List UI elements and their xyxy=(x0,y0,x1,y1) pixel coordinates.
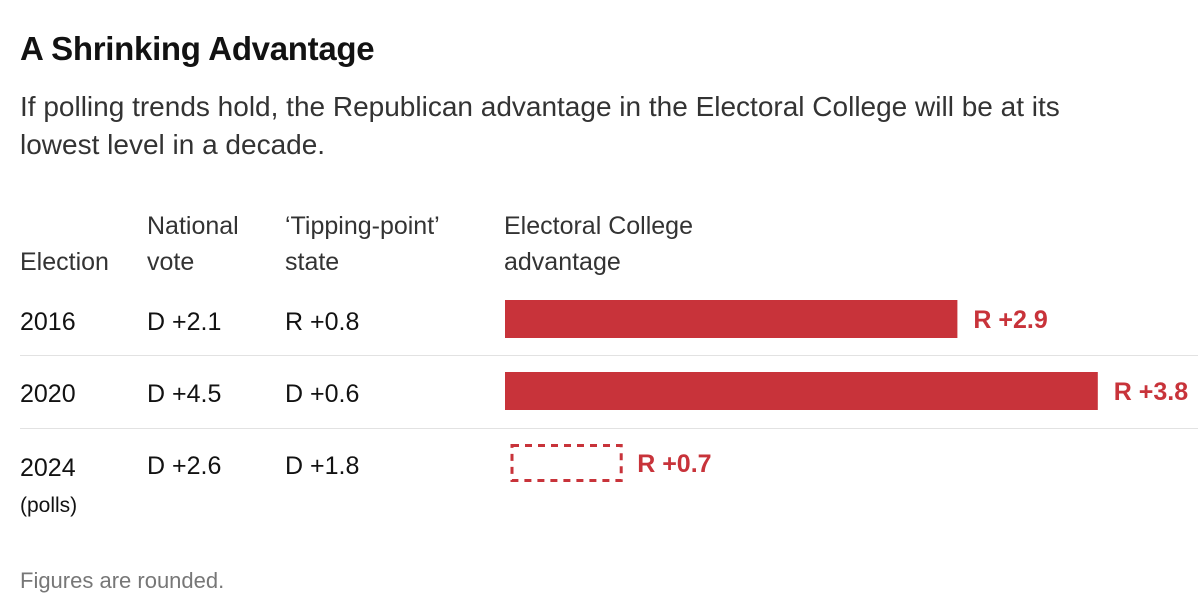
header-national-vote-line2: vote xyxy=(147,248,195,276)
header-national-vote-line1: National xyxy=(147,212,239,240)
bar-2020 xyxy=(505,372,1098,410)
bar-2016 xyxy=(505,300,958,338)
header-election: Election xyxy=(20,208,109,280)
row-2020-tipping-point: D +0.6 xyxy=(285,380,360,408)
bar-label-2016: R +2.9 xyxy=(973,306,1047,334)
row-divider xyxy=(20,355,1198,356)
header-tipping-point: ‘Tipping-point’ state xyxy=(285,208,440,280)
row-2020-national-vote: D +4.5 xyxy=(147,380,222,408)
row-divider xyxy=(20,428,1198,429)
row-2024-note: (polls) xyxy=(20,494,78,517)
row-2024-tipping-point: D +1.8 xyxy=(285,452,360,480)
chart-subtitle: If polling trends hold, the Republican a… xyxy=(20,91,1060,160)
chart-title: A Shrinking Advantage xyxy=(20,30,375,67)
header-election-label: Election xyxy=(20,248,109,276)
bar-2024 xyxy=(510,444,623,482)
row-2020-year: 2020 xyxy=(20,380,76,408)
bar-label-2024: R +0.7 xyxy=(637,450,711,478)
row-2016-year: 2016 xyxy=(20,308,76,336)
header-advantage: Electoral College advantage xyxy=(504,208,693,280)
row-2024-national-vote: D +2.6 xyxy=(147,452,222,480)
footnote: Figures are rounded. xyxy=(20,568,225,593)
bar-label-2020: R +3.8 xyxy=(1114,378,1188,406)
header-national-vote: National vote xyxy=(147,208,239,280)
header-advantage-line2: advantage xyxy=(504,248,621,276)
row-2016-tipping-point: R +0.8 xyxy=(285,308,360,336)
row-2016-national-vote: D +2.1 xyxy=(147,308,222,336)
header-tipping-point-line1: ‘Tipping-point’ xyxy=(285,212,440,240)
header-tipping-point-line2: state xyxy=(285,248,340,276)
header-advantage-line1: Electoral College xyxy=(504,212,693,240)
row-2024-year: 2024 xyxy=(20,454,76,482)
